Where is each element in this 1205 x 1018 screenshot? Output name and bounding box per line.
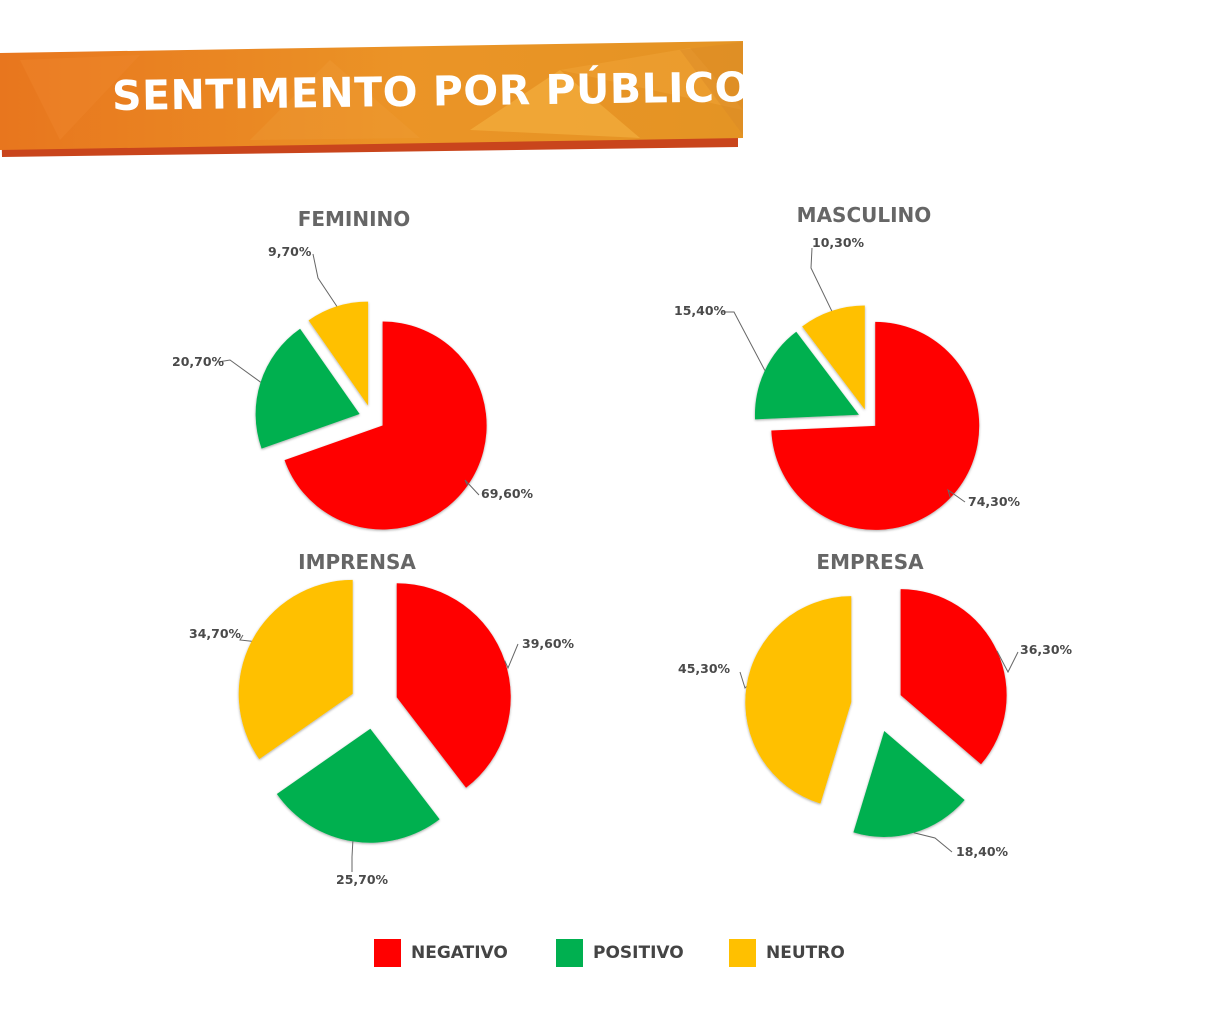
- data-label-neutro: 45,30%: [678, 661, 731, 676]
- pie-empresa: [739, 589, 1019, 853]
- leader-line-positivo: [722, 311, 766, 371]
- leader-line-neutro: [239, 634, 252, 642]
- data-label-negativo: 69,60%: [481, 486, 534, 501]
- chart-masculino: MASCULINO 74,30% 15,40% 10,30%: [674, 203, 1021, 530]
- pie-slice-neutro: [745, 596, 852, 804]
- pie-slice-negativo: [284, 321, 487, 530]
- labels-masculino: 74,30% 15,40% 10,30%: [674, 235, 1021, 509]
- legend-swatch-negativo: [374, 939, 401, 967]
- pie-slice-neutro: [238, 579, 353, 760]
- leader-line-neutro: [312, 253, 338, 307]
- chart-title-imprensa: IMPRENSA: [298, 550, 416, 574]
- leader-line-neutro: [739, 671, 747, 689]
- data-label-neutro: 34,70%: [189, 626, 242, 641]
- chart-feminino: FEMININO 69,60% 20,70% 9,70%: [172, 207, 534, 530]
- data-label-neutro: 10,30%: [812, 235, 865, 250]
- pie-slice-positivo: [255, 328, 360, 449]
- labels-feminino: 69,60% 20,70% 9,70%: [172, 244, 534, 501]
- pie-slice-neutro: [308, 301, 369, 406]
- pie-imprensa: [238, 579, 519, 872]
- legend-item-negativo: NEGATIVO: [374, 937, 508, 969]
- leader-line-neutro: [810, 247, 833, 312]
- legend-swatch-neutro: [729, 939, 756, 967]
- data-label-positivo: 25,70%: [336, 872, 389, 887]
- data-label-positivo: 20,70%: [172, 354, 225, 369]
- labels-imprensa: 39,60% 25,70% 34,70%: [189, 626, 575, 887]
- data-label-neutro: 9,70%: [268, 244, 312, 259]
- chart-title-feminino: FEMININO: [298, 207, 411, 231]
- pie-feminino: [217, 253, 487, 530]
- legend-item-neutro: NEUTRO: [729, 937, 845, 969]
- legend-item-positivo: POSITIVO: [556, 937, 684, 969]
- legend-label-negativo: NEGATIVO: [411, 943, 508, 963]
- chart-title-masculino: MASCULINO: [797, 203, 932, 227]
- legend-swatch-positivo: [556, 939, 583, 967]
- leader-line-negativo: [504, 643, 519, 670]
- leader-line-positivo: [351, 841, 354, 872]
- data-label-negativo: 74,30%: [968, 494, 1021, 509]
- chart-title-empresa: EMPRESA: [816, 550, 924, 574]
- legend-label-positivo: POSITIVO: [593, 943, 684, 963]
- chart-empresa: EMPRESA 36,30% 18,40% 45,30%: [678, 550, 1073, 859]
- pie-masculino: [722, 247, 980, 530]
- legend-label-neutro: NEUTRO: [766, 943, 845, 963]
- pie-slice-negativo: [771, 321, 980, 530]
- legend: NEGATIVO POSITIVO NEUTRO: [0, 937, 1205, 971]
- pie-slice-positivo: [754, 331, 859, 420]
- pie-charts: FEMININO 69,60% 20,70% 9,70% MASCULINO 7…: [172, 203, 1073, 887]
- pie-slice-neutro: [802, 305, 865, 410]
- chart-imprensa: IMPRENSA 39,60% 25,70% 34,70%: [189, 550, 575, 887]
- data-label-negativo: 39,60%: [522, 636, 575, 651]
- leader-line-negativo: [996, 650, 1019, 674]
- pie-slice-negativo: [900, 589, 1007, 765]
- data-label-positivo: 15,40%: [674, 303, 727, 318]
- leader-line-positivo: [217, 359, 261, 383]
- pie-slice-negativo: [396, 583, 511, 788]
- leader-line-negativo: [464, 479, 480, 496]
- data-label-positivo: 18,40%: [956, 844, 1009, 859]
- pie-slice-positivo: [853, 730, 965, 837]
- leader-line-negativo: [947, 488, 966, 503]
- leader-line-positivo: [913, 832, 953, 853]
- data-label-negativo: 36,30%: [1020, 642, 1073, 657]
- labels-empresa: 36,30% 18,40% 45,30%: [678, 642, 1073, 859]
- title-banner: [0, 41, 743, 157]
- pie-slice-positivo: [276, 728, 440, 843]
